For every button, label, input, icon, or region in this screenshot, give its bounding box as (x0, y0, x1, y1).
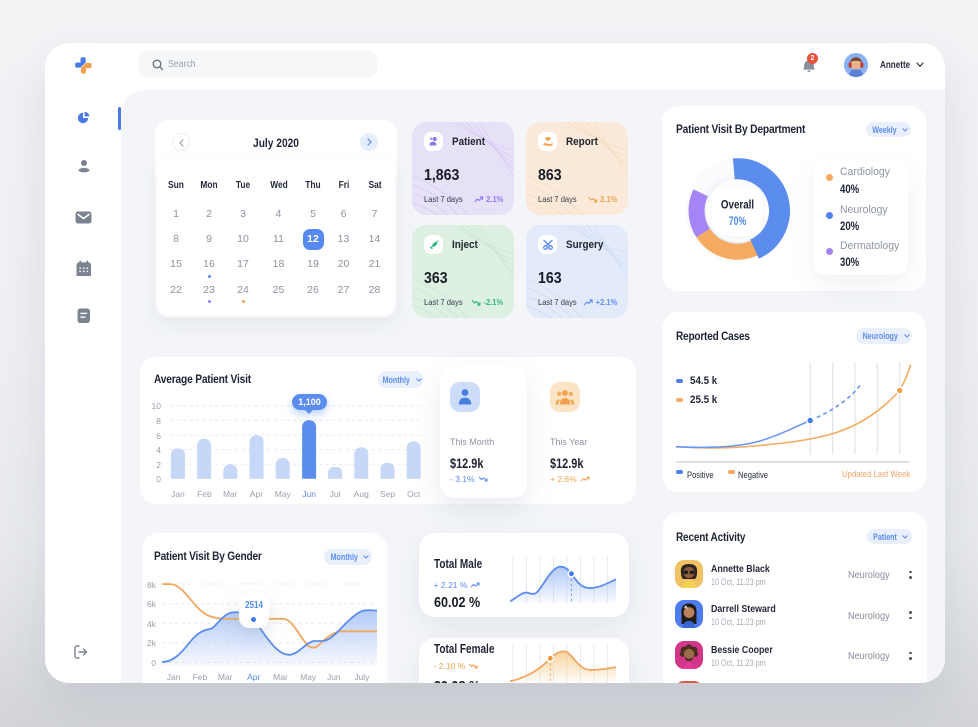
svg-text:70%: 70% (729, 216, 747, 228)
svg-text:Overall: Overall (721, 198, 754, 212)
